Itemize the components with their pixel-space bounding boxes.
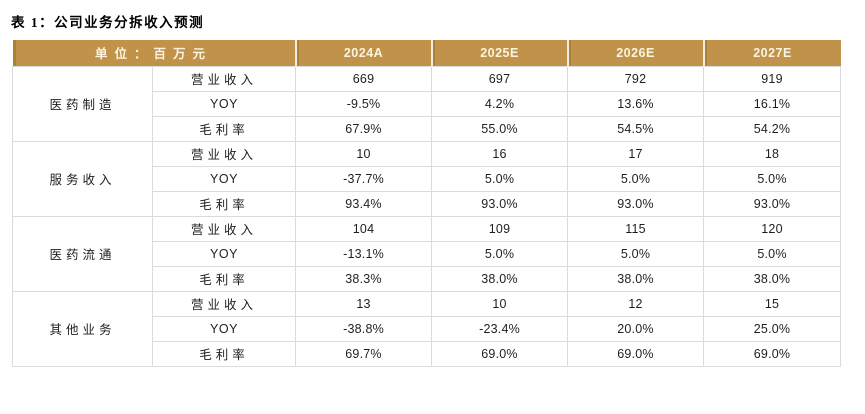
table-row: 服务收入 营业收入 10 16 17 18 (12, 140, 842, 217)
column-header-2024a: 2024A (294, 40, 432, 66)
metric-label: 营业收入 (151, 65, 297, 92)
metric-label: YOY (151, 315, 297, 342)
value-cell: 10 (431, 290, 569, 317)
table-row: 毛利率 67.9% 55.0% 54.5% 54.2% (13, 115, 842, 142)
value-cell: 54.5% (567, 115, 705, 142)
value-cell: 38.0% (567, 265, 705, 292)
value-cell: 93.0% (567, 190, 705, 217)
metric-label: 营业收入 (151, 290, 297, 317)
value-cell: 5.0% (431, 240, 569, 267)
metric-label: 营业收入 (151, 140, 297, 167)
value-cell: 69.0% (567, 340, 705, 367)
value-cell: 109 (431, 215, 569, 242)
value-cell: 17 (567, 140, 705, 167)
value-cell: 93.4% (295, 190, 433, 217)
metric-label: YOY (151, 165, 297, 192)
value-cell: -23.4% (431, 315, 569, 342)
table-row: YOY -37.7% 5.0% 5.0% 5.0% (13, 165, 842, 192)
value-cell: 93.0% (431, 190, 569, 217)
group-label: 其他业务 (12, 290, 153, 367)
value-cell: 919 (703, 65, 842, 92)
table-row: 其他业务 营业收入 13 10 12 15 (12, 290, 842, 367)
value-cell: 67.9% (295, 115, 433, 142)
metric-label: 毛利率 (151, 190, 297, 217)
value-cell: -37.7% (295, 165, 433, 192)
value-cell: 104 (295, 215, 433, 242)
value-cell: 69.7% (295, 340, 433, 367)
value-cell: 18 (703, 140, 842, 167)
value-cell: 10 (295, 140, 433, 167)
value-cell: 115 (567, 215, 705, 242)
value-cell: 669 (295, 65, 433, 92)
value-cell: 792 (567, 65, 705, 92)
group-label: 服务收入 (12, 140, 153, 217)
group-label: 医药制造 (12, 65, 153, 142)
table-header: 单位：百万元 2024A 2025E 2026E 2027E (12, 40, 841, 66)
unit-header-cell: 单位：百万元 (12, 40, 296, 66)
value-cell: 12 (567, 290, 705, 317)
column-header-2027e: 2027E (702, 40, 841, 66)
value-cell: 5.0% (567, 240, 705, 267)
column-header-2025e: 2025E (430, 40, 568, 66)
table-row: 毛利率 38.3% 38.0% 38.0% 38.0% (13, 265, 842, 292)
value-cell: 55.0% (431, 115, 569, 142)
metric-label: 营业收入 (151, 215, 297, 242)
value-cell: 5.0% (567, 165, 705, 192)
value-cell: 4.2% (431, 90, 569, 117)
value-cell: -9.5% (295, 90, 433, 117)
column-header-2026e: 2026E (566, 40, 704, 66)
value-cell: 38.0% (703, 265, 842, 292)
value-cell: 25.0% (703, 315, 842, 342)
value-cell: -13.1% (295, 240, 433, 267)
value-cell: 13.6% (567, 90, 705, 117)
value-cell: 54.2% (703, 115, 842, 142)
table-row: 医药制造 营业收入 669 697 792 919 (12, 65, 842, 142)
table-row: YOY -9.5% 4.2% 13.6% 16.1% (13, 90, 842, 117)
table-title: 表 1：公司业务分拆收入预测 (11, 15, 205, 30)
value-cell: 5.0% (703, 240, 842, 267)
metric-label: 毛利率 (151, 265, 297, 292)
metric-label: 毛利率 (151, 115, 297, 142)
value-cell: 93.0% (703, 190, 842, 217)
value-cell: 13 (295, 290, 433, 317)
table-row: 毛利率 69.7% 69.0% 69.0% 69.0% (13, 340, 842, 367)
metric-label: YOY (151, 90, 297, 117)
value-cell: 38.3% (295, 265, 433, 292)
value-cell: -38.8% (295, 315, 433, 342)
value-cell: 120 (703, 215, 842, 242)
value-cell: 69.0% (431, 340, 569, 367)
value-cell: 38.0% (431, 265, 569, 292)
value-cell: 5.0% (703, 165, 842, 192)
table-row: 毛利率 93.4% 93.0% 93.0% 93.0% (13, 190, 842, 217)
value-cell: 16 (431, 140, 569, 167)
value-cell: 15 (703, 290, 842, 317)
value-cell: 16.1% (703, 90, 842, 117)
group-label: 医药流通 (12, 215, 153, 292)
value-cell: 69.0% (703, 340, 842, 367)
value-cell: 20.0% (567, 315, 705, 342)
table-row: 医药流通 营业收入 104 109 115 120 (12, 215, 842, 292)
value-cell: 697 (431, 65, 569, 92)
metric-label: 毛利率 (151, 340, 297, 367)
value-cell: 5.0% (431, 165, 569, 192)
metric-label: YOY (151, 240, 297, 267)
table-row: YOY -13.1% 5.0% 5.0% 5.0% (13, 240, 842, 267)
revenue-forecast-table: 单位：百万元 2024A 2025E 2026E 2027E 医药制造 营业收入… (12, 40, 842, 367)
table-row: YOY -38.8% -23.4% 20.0% 25.0% (13, 315, 842, 342)
